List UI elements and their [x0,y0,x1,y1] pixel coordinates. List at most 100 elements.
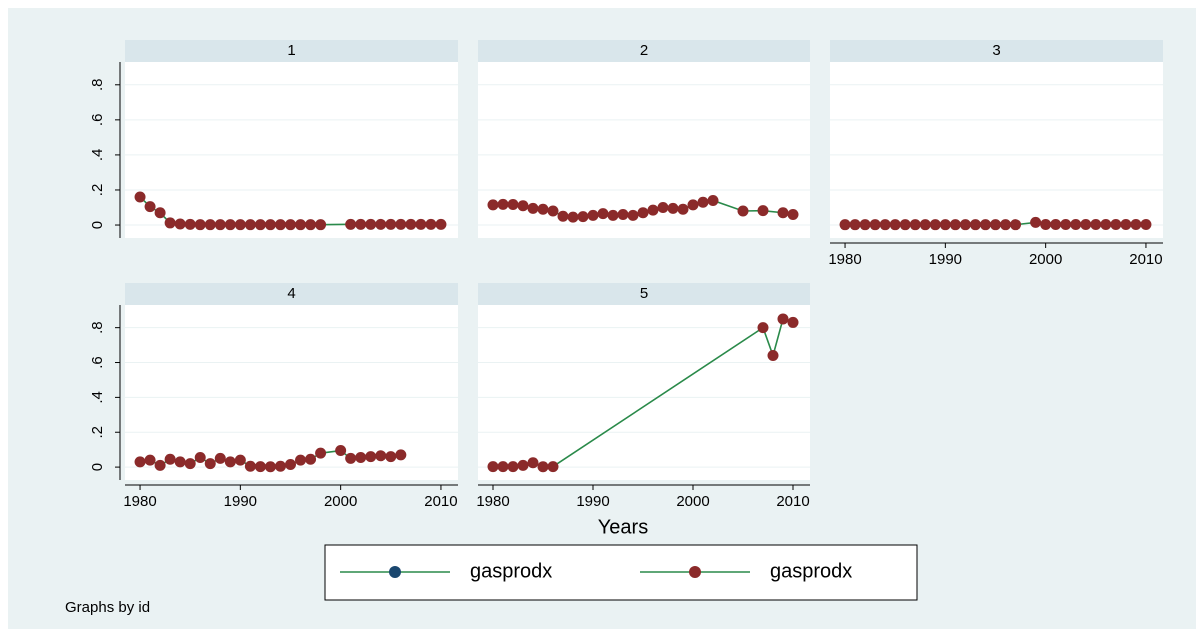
marker [637,207,649,219]
marker [174,456,186,468]
x-tick-label: 2000 [676,493,709,510]
marker [224,456,236,468]
marker [134,456,146,468]
y-tick-label: .2 [89,184,106,197]
marker [517,200,529,212]
marker [345,452,357,464]
note: Graphs by id [65,599,150,616]
marker [989,219,1001,231]
panel-title: 1 [287,42,295,59]
marker [647,204,659,216]
marker [567,211,579,223]
marker [254,219,266,231]
marker [979,219,991,231]
panel-header [478,40,810,62]
legend-label: gasprodx [770,560,852,582]
marker [527,457,539,469]
marker [264,461,276,473]
marker [757,322,769,334]
marker [1110,219,1122,231]
marker [194,219,206,231]
marker [154,459,166,471]
marker [1070,219,1082,231]
marker [315,447,327,459]
marker [577,211,589,223]
marker [425,218,437,230]
marker [284,458,296,470]
marker [184,458,196,470]
marker [194,452,206,464]
marker [244,219,256,231]
marker [859,219,871,231]
marker [365,451,377,463]
marker [507,461,519,473]
plot-area [830,62,1163,238]
marker [1040,219,1052,231]
marker [305,453,317,465]
marker [1000,219,1012,231]
marker [929,219,941,231]
marker [899,219,911,231]
marker [919,219,931,231]
marker [1050,219,1062,231]
marker [879,219,891,231]
marker [1060,219,1072,231]
marker [667,202,679,214]
marker [597,208,609,220]
legend-label: gasprodx [470,560,552,582]
marker [305,219,317,231]
marker [507,199,519,211]
panel-title: 4 [287,285,295,302]
marker [757,205,769,217]
marker [184,218,196,230]
marker [204,219,216,231]
marker [385,218,397,230]
y-tick-label: .8 [89,321,106,334]
marker [234,219,246,231]
y-tick-label: .6 [89,114,106,127]
marker [1010,219,1022,231]
marker [144,201,156,213]
marker [1080,219,1092,231]
marker [274,219,286,231]
panel-header [478,283,810,305]
y-tick-label: .8 [89,79,106,92]
panel-header [125,283,458,305]
marker [335,445,347,457]
marker [839,219,851,231]
y-tick-label: .2 [89,426,106,439]
marker [687,199,699,211]
marker [869,219,881,231]
y-tick-label: 0 [89,463,106,471]
marker [174,218,186,230]
marker [707,194,719,206]
marker [365,218,377,230]
marker [415,218,427,230]
marker [537,461,549,473]
x-tick-label: 2010 [1129,251,1162,268]
panel-header [830,40,1163,62]
marker [537,203,549,215]
marker [315,219,327,231]
marker [517,459,529,471]
marker [375,218,387,230]
y-tick-label: .6 [89,356,106,369]
legend-marker [389,566,401,578]
marker [405,218,417,230]
marker [274,460,286,472]
marker [889,219,901,231]
x-tick-label: 1980 [476,493,509,510]
plot-area [125,62,458,238]
marker [777,313,789,325]
marker [557,210,569,222]
x-tick-label: 1990 [929,251,962,268]
marker [295,454,307,466]
marker [767,350,779,362]
y-tick-label: 0 [89,221,106,229]
marker [164,217,176,229]
marker [787,316,799,328]
marker [134,191,146,203]
marker [284,219,296,231]
